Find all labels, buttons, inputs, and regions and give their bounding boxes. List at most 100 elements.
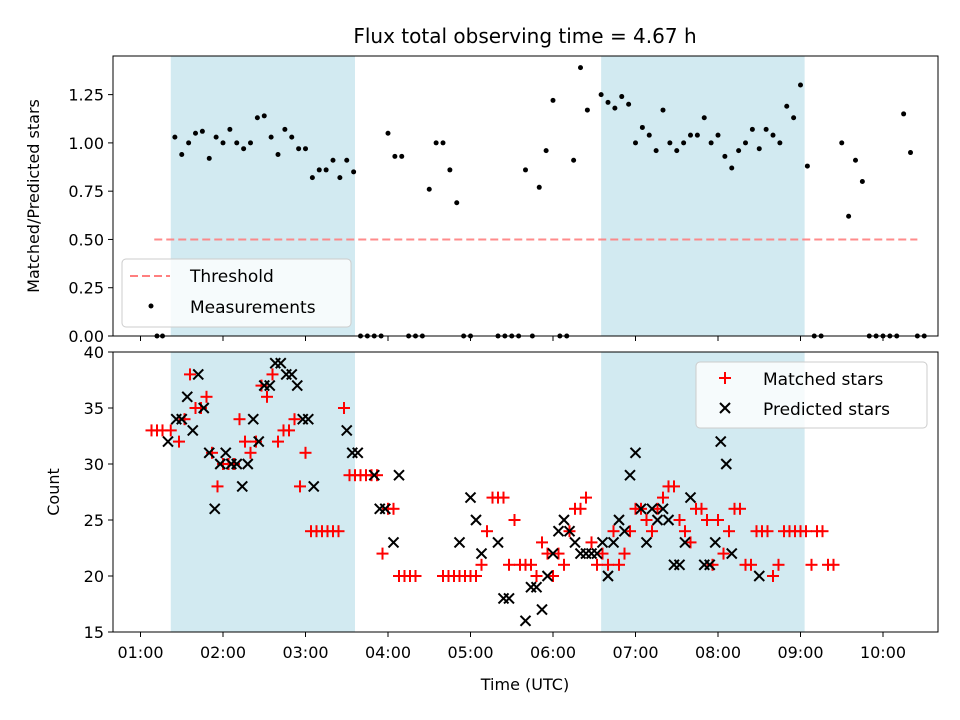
predicted-star-point	[591, 547, 603, 560]
predicted-star-point	[753, 570, 765, 582]
predicted-star-point	[673, 559, 686, 571]
measurement-point	[667, 140, 673, 146]
matched-star-point	[580, 491, 592, 504]
matched-star-point	[552, 547, 565, 560]
matched-star-point	[657, 491, 669, 504]
measurement-point	[309, 175, 315, 181]
predicted-star-point	[547, 547, 559, 560]
matched-star-point	[376, 547, 389, 560]
measurement-point	[846, 213, 852, 219]
predicted-star-point	[475, 547, 488, 560]
predicted-star-point	[253, 435, 265, 448]
matched-star-point	[200, 390, 213, 403]
matched-star-point	[800, 525, 812, 538]
predicted-star-point	[162, 435, 174, 448]
matched-star-point	[585, 536, 598, 549]
bottom-y-ticks: 15 20 25 30 35 40	[84, 343, 113, 642]
matched-star-point	[602, 558, 614, 571]
predicted-star-point	[607, 536, 620, 549]
matched-star-point	[679, 525, 691, 538]
legend-predicted-swatch	[719, 402, 731, 414]
measurement-point	[619, 94, 625, 100]
predicted-star-point	[393, 469, 405, 481]
x-axis-label: Time (UTC)	[480, 675, 569, 694]
matched-star-point	[651, 502, 664, 515]
matched-star-point	[475, 558, 488, 571]
legend-threshold-label: Threshold	[189, 267, 274, 287]
y-tick-label: 1.25	[68, 86, 104, 105]
measurement-point	[804, 163, 810, 169]
measurement-point	[433, 140, 439, 146]
measurement-point	[426, 186, 432, 192]
measurement-point	[440, 140, 446, 146]
matched-star-point	[338, 402, 350, 414]
matched-star-point	[244, 446, 257, 459]
matched-star-point	[673, 514, 686, 526]
measurement-point	[715, 132, 721, 138]
top-y-ticks: 0.00 0.25 0.50 0.75 1.00 1.25	[68, 86, 113, 346]
measurement-point	[908, 150, 913, 156]
matched-star-point	[266, 368, 279, 381]
predicted-star-point	[181, 391, 193, 403]
measurement-point	[722, 153, 728, 159]
measurement-point	[743, 140, 748, 146]
matched-star-point	[607, 525, 620, 538]
y-tick-label: 0.25	[68, 279, 104, 298]
matched-star-point	[470, 570, 482, 582]
predicted-star-point	[596, 536, 609, 549]
measurement-point	[275, 151, 281, 157]
predicted-star-point	[231, 458, 243, 470]
predicted-star-point	[492, 536, 504, 549]
predicted-star-point	[247, 413, 259, 425]
matched-star-point	[530, 570, 543, 582]
predicted-star-point	[341, 424, 353, 437]
bottom-legend[interactable]: Matched stars Predicted stars	[695, 361, 928, 429]
matched-star-point	[761, 525, 774, 538]
measurement-point	[323, 167, 329, 173]
matched-star-point	[805, 558, 818, 571]
predicted-star-point	[684, 491, 697, 504]
measurement-point	[337, 175, 343, 181]
measurement-point	[612, 105, 618, 111]
measurement-point	[447, 167, 453, 173]
measurement-point	[798, 82, 803, 88]
matched-star-point	[624, 525, 636, 538]
measurement-point	[186, 140, 192, 146]
measurement-point	[399, 153, 405, 159]
measurement-point	[289, 134, 295, 140]
observing-window	[601, 56, 805, 336]
measurement-point	[598, 92, 604, 98]
measurement-point	[763, 126, 769, 132]
top-legend[interactable]: Threshold Measurements	[121, 258, 352, 328]
measurement-point	[206, 155, 212, 161]
matched-star-points	[145, 368, 840, 582]
predicted-star-point	[379, 503, 391, 515]
matched-star-point	[695, 502, 708, 515]
matched-star-point	[558, 558, 570, 571]
x-tick-label: 10:00	[860, 643, 906, 662]
matched-star-point	[816, 525, 829, 538]
x-tick-label: 02:00	[200, 643, 246, 662]
matched-star-point	[525, 558, 537, 571]
measurement-point	[633, 140, 638, 146]
matched-star-point	[261, 390, 273, 403]
measurement-point	[688, 132, 693, 138]
measurement-point	[254, 115, 260, 121]
measurement-point	[193, 130, 198, 136]
predicted-star-point	[198, 402, 210, 414]
measurement-point	[784, 103, 790, 109]
predicted-star-point	[662, 514, 675, 526]
measurement-point	[756, 146, 762, 152]
matched-star-point	[503, 558, 515, 571]
measurement-point	[853, 157, 858, 163]
predicted-star-point	[368, 469, 380, 481]
predicted-star-point	[203, 447, 215, 459]
measurement-point	[241, 146, 247, 152]
matched-star-point	[827, 558, 840, 571]
matched-star-point	[745, 558, 757, 571]
measurement-point	[626, 101, 632, 107]
measurement-point	[454, 200, 460, 206]
measurement-points	[154, 65, 927, 339]
predicted-star-point	[602, 570, 614, 582]
